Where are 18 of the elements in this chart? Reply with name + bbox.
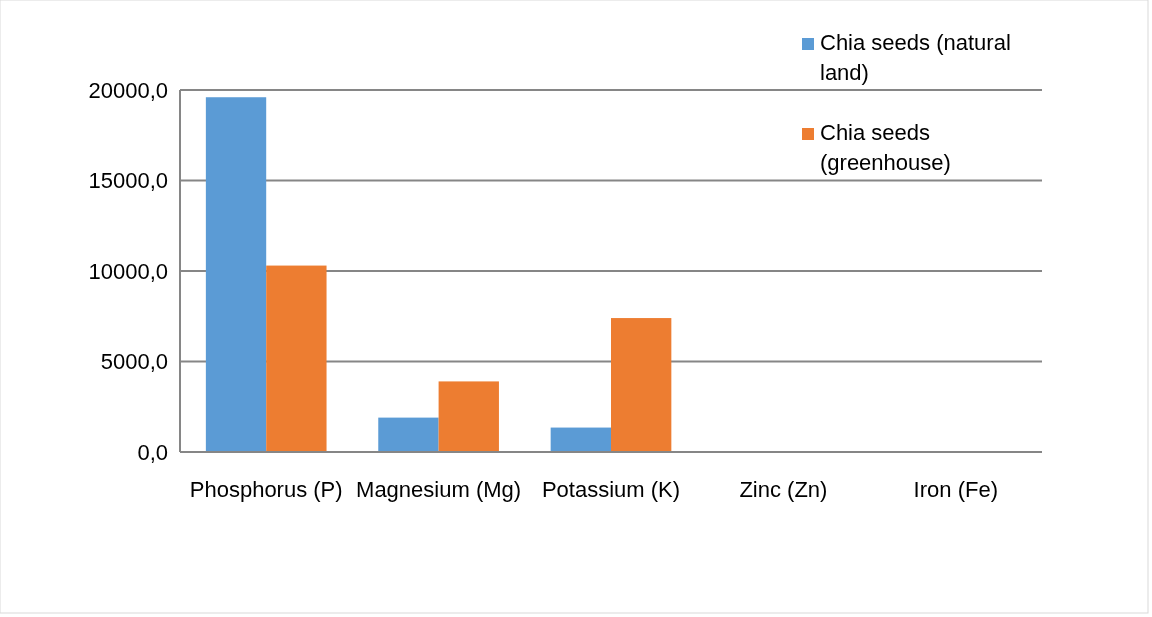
y-tick-label: 10000,0 bbox=[88, 258, 168, 284]
y-tick-label: 5000,0 bbox=[100, 349, 168, 375]
bar bbox=[611, 318, 672, 452]
y-tick-label: 20000,0 bbox=[88, 77, 168, 103]
x-tick-label: Potassium (K) bbox=[541, 477, 681, 502]
x-tick-label: Magnesium (Mg) bbox=[356, 477, 522, 502]
x-tick-label: Iron (Fe) bbox=[913, 477, 998, 502]
x-tick-label: Zinc (Zn) bbox=[739, 477, 828, 502]
bar bbox=[378, 417, 439, 452]
bar bbox=[205, 97, 267, 452]
legend-label: Chia seeds (greenhouse) bbox=[820, 120, 951, 175]
x-tick-label: Phosphorus (P) bbox=[189, 477, 343, 502]
bar bbox=[438, 381, 499, 452]
y-tick-label: 0,0 bbox=[137, 439, 168, 465]
y-tick-label: 15000,0 bbox=[88, 168, 168, 194]
bar bbox=[550, 427, 611, 452]
bar bbox=[266, 265, 327, 452]
legend-label: Chia seeds (natural land) bbox=[820, 30, 1011, 85]
